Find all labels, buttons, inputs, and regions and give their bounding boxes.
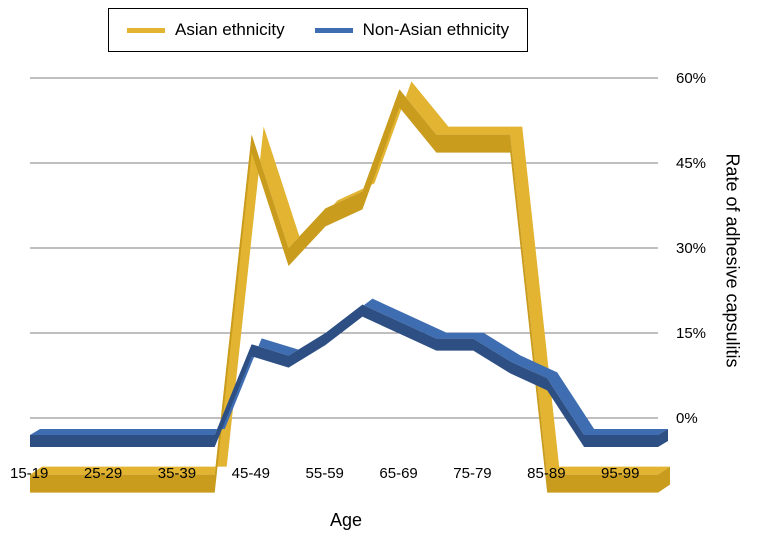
y-axis-title: Rate of adhesive capsulitis [722, 153, 743, 367]
legend-swatch-nonasian [315, 28, 353, 33]
legend-item-asian: Asian ethnicity [127, 20, 285, 40]
legend: Asian ethnicity Non-Asian ethnicity [108, 8, 528, 52]
plot-svg [0, 0, 757, 543]
x-tick-label: 25-29 [84, 465, 122, 482]
x-tick-label: 75-79 [453, 465, 491, 482]
x-axis-title: Age [330, 510, 362, 531]
legend-label-nonasian: Non-Asian ethnicity [363, 20, 509, 40]
x-tick-label: 85-89 [527, 465, 565, 482]
x-tick-label: 65-69 [379, 465, 417, 482]
y-tick-label: 45% [676, 155, 706, 172]
x-tick-label: 15-19 [10, 465, 48, 482]
y-tick-label: 0% [676, 410, 698, 427]
legend-swatch-asian [127, 28, 165, 33]
y-tick-label: 15% [676, 325, 706, 342]
legend-label-asian: Asian ethnicity [175, 20, 285, 40]
x-tick-label: 45-49 [232, 465, 270, 482]
x-tick-label: 95-99 [601, 465, 639, 482]
x-tick-label: 55-59 [306, 465, 344, 482]
legend-item-nonasian: Non-Asian ethnicity [315, 20, 509, 40]
chart-container: Asian ethnicity Non-Asian ethnicity 15-1… [0, 0, 757, 543]
y-tick-label: 60% [676, 70, 706, 87]
series-front-Non-Asian ethnicity [30, 305, 658, 447]
x-tick-label: 35-39 [158, 465, 196, 482]
y-tick-label: 30% [676, 240, 706, 257]
